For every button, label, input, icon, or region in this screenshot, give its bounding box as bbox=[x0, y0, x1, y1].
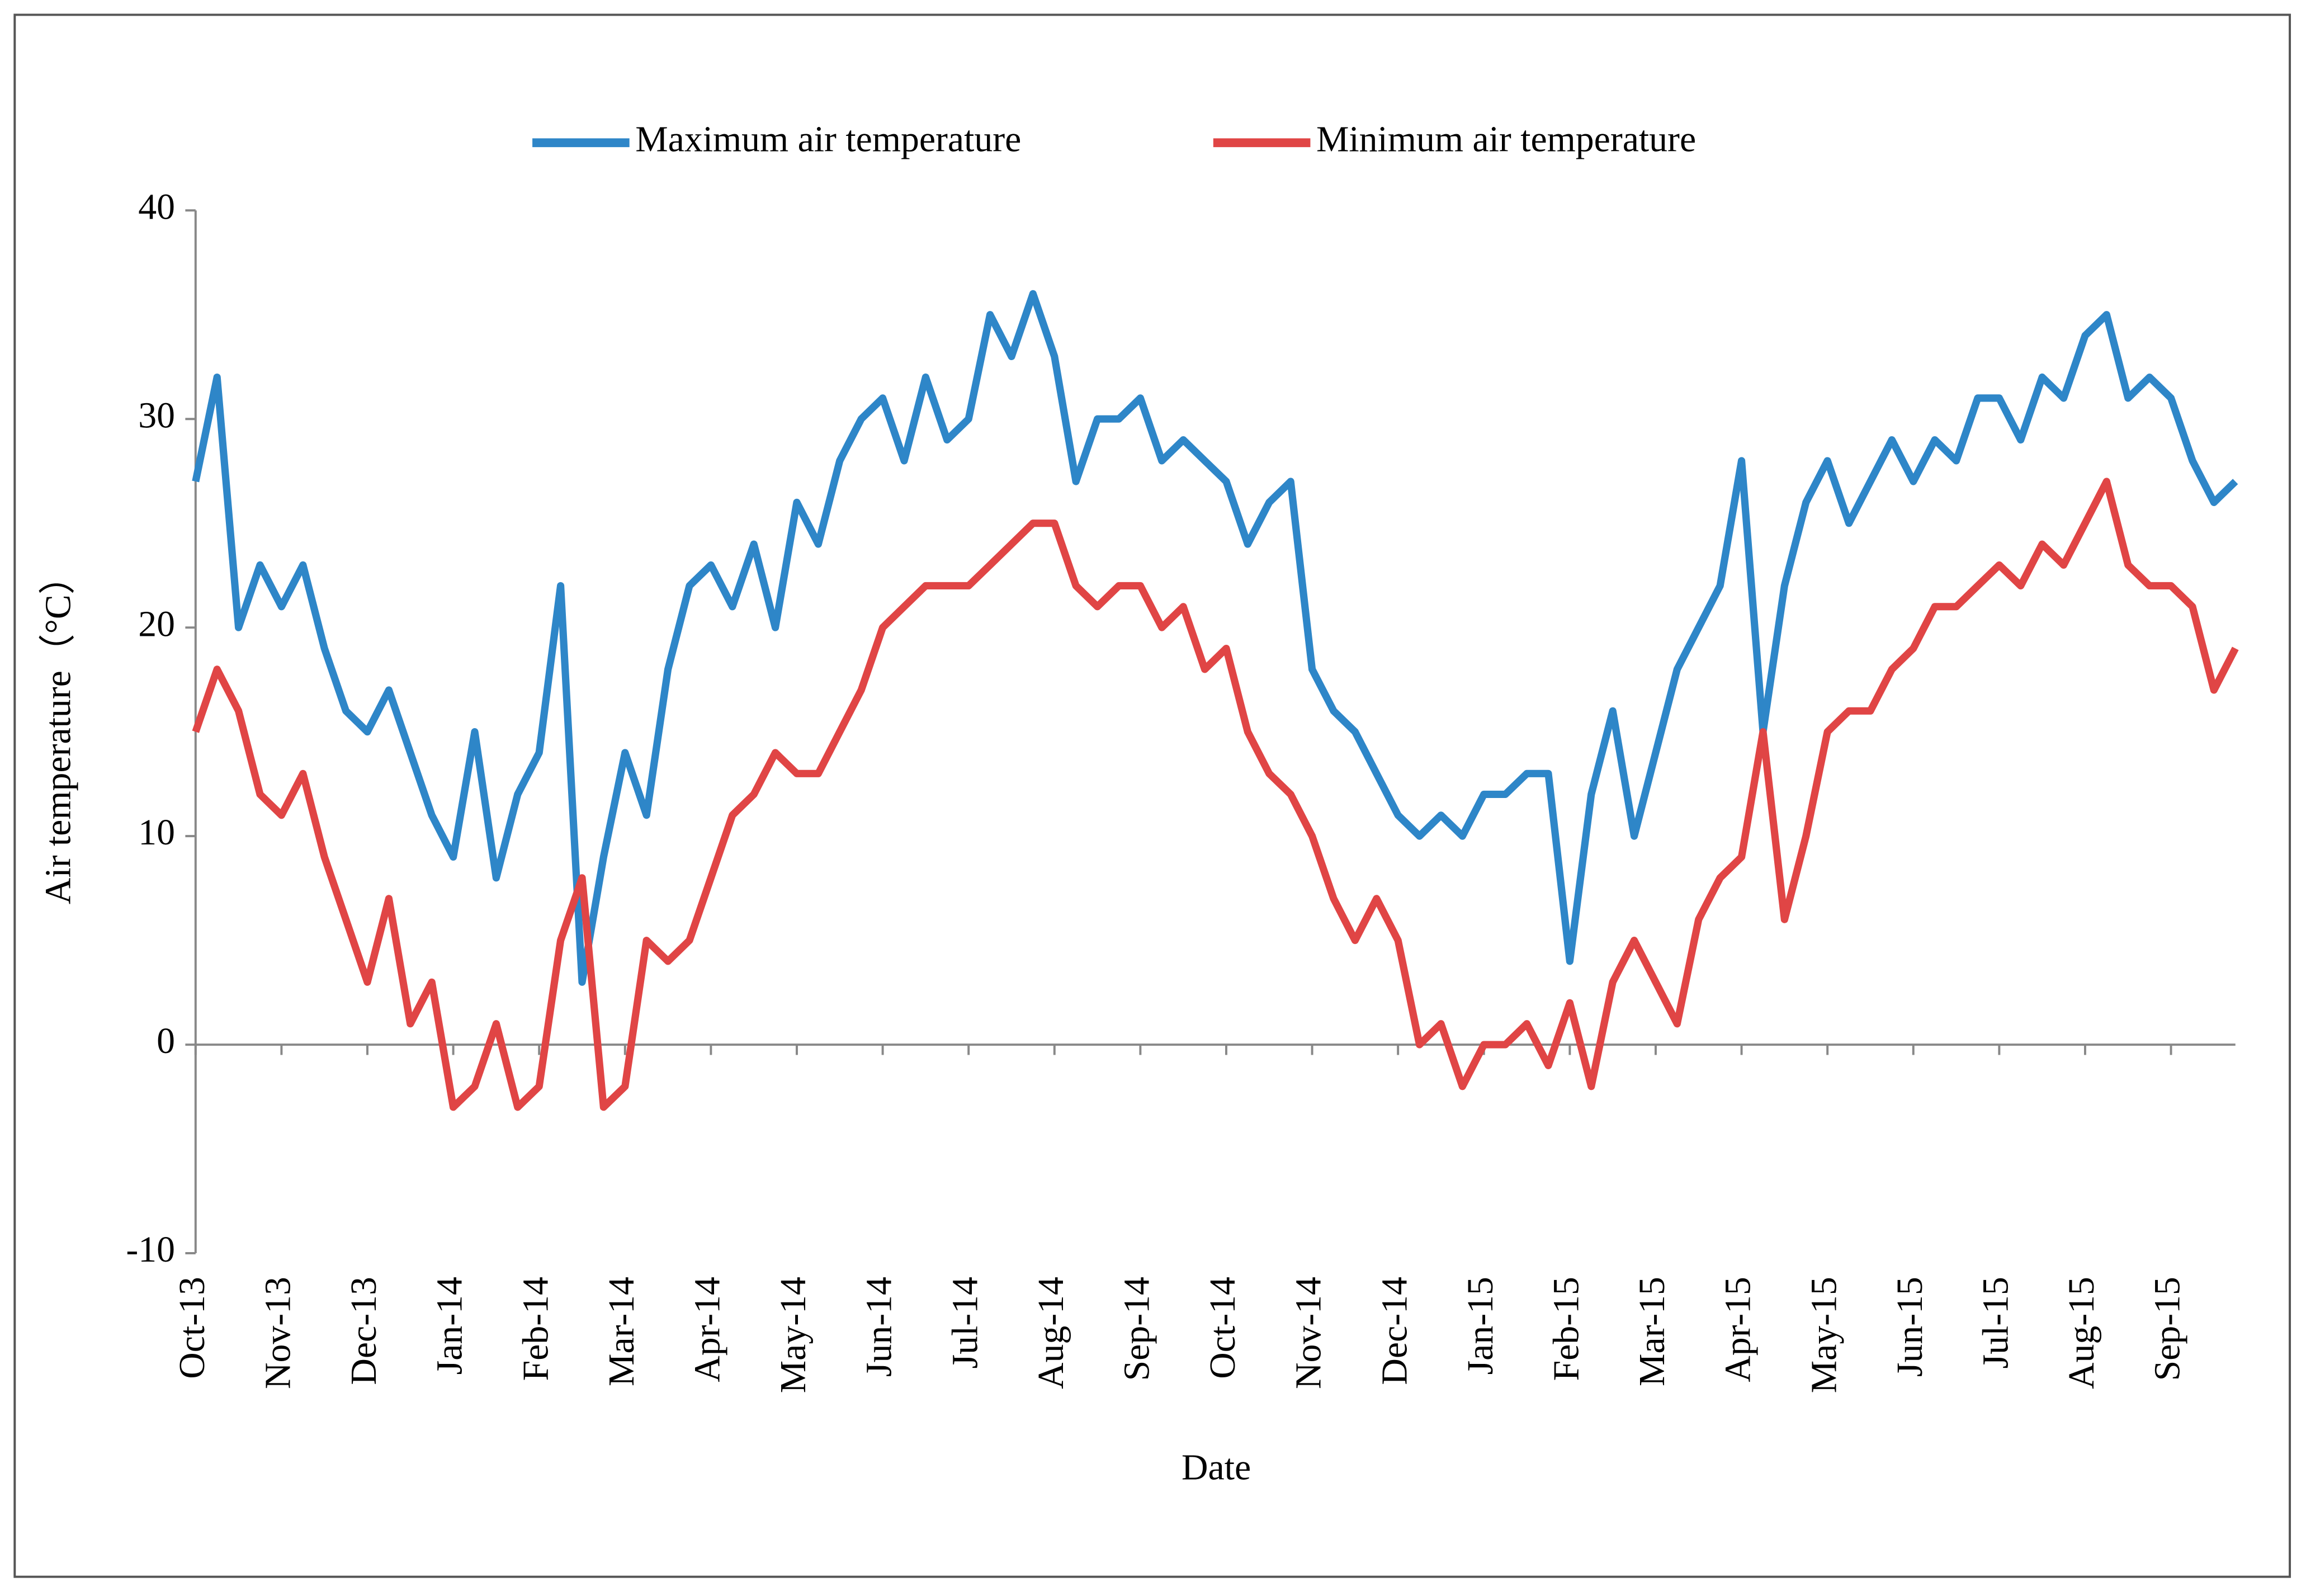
x-tick-label: Aug-15 bbox=[2061, 1277, 2102, 1389]
y-tick-label: 0 bbox=[157, 1021, 175, 1061]
y-tick-label: 10 bbox=[138, 812, 175, 853]
x-tick-label: Dec-13 bbox=[343, 1277, 384, 1385]
x-tick-label: May-15 bbox=[1803, 1277, 1844, 1393]
x-tick-label: Aug-14 bbox=[1031, 1277, 1071, 1389]
x-tick-label: Nov-14 bbox=[1288, 1277, 1329, 1389]
y-tick-label: 20 bbox=[138, 603, 175, 644]
y-tick-label: 40 bbox=[138, 186, 175, 227]
x-tick-label: Oct-14 bbox=[1202, 1277, 1243, 1379]
y-axis-label: Air temperature（°C） bbox=[38, 558, 79, 904]
x-tick-label: Jan-15 bbox=[1460, 1277, 1501, 1375]
x-tick-label: Jun-15 bbox=[1889, 1277, 1930, 1377]
x-tick-label: Sep-14 bbox=[1116, 1277, 1157, 1381]
data-line bbox=[192, 478, 2239, 1111]
x-tick-label: Apr-15 bbox=[1718, 1277, 1759, 1382]
x-tick-label: Jul-15 bbox=[1975, 1277, 2016, 1368]
x-tick-label: Feb-14 bbox=[515, 1277, 556, 1381]
x-tick-label: Feb-15 bbox=[1546, 1277, 1586, 1381]
x-tick-label: Nov-13 bbox=[257, 1277, 298, 1389]
legend-label: Maximum air temperature bbox=[635, 119, 1021, 159]
x-axis-label: Date bbox=[1182, 1447, 1251, 1488]
frame bbox=[13, 13, 2291, 1578]
x-tick-label: Jul-14 bbox=[944, 1277, 985, 1368]
data-line bbox=[192, 290, 2238, 986]
x-tick-label: Mar-14 bbox=[601, 1277, 642, 1386]
x-tick-label: Sep-15 bbox=[2147, 1277, 2188, 1381]
legend-label: Minimum air temperature bbox=[1316, 119, 1696, 159]
x-tick-label: Jun-14 bbox=[859, 1277, 900, 1377]
x-tick-label: Apr-14 bbox=[687, 1277, 727, 1382]
x-tick-label: Jan-14 bbox=[429, 1277, 470, 1375]
x-tick-label: Oct-13 bbox=[172, 1277, 212, 1379]
y-tick-label: 30 bbox=[138, 395, 175, 436]
x-tick-label: May-14 bbox=[773, 1277, 814, 1393]
y-tick-label: -10 bbox=[126, 1229, 175, 1270]
x-tick-label: Mar-15 bbox=[1632, 1277, 1672, 1386]
x-tick-label: Dec-14 bbox=[1374, 1277, 1415, 1385]
